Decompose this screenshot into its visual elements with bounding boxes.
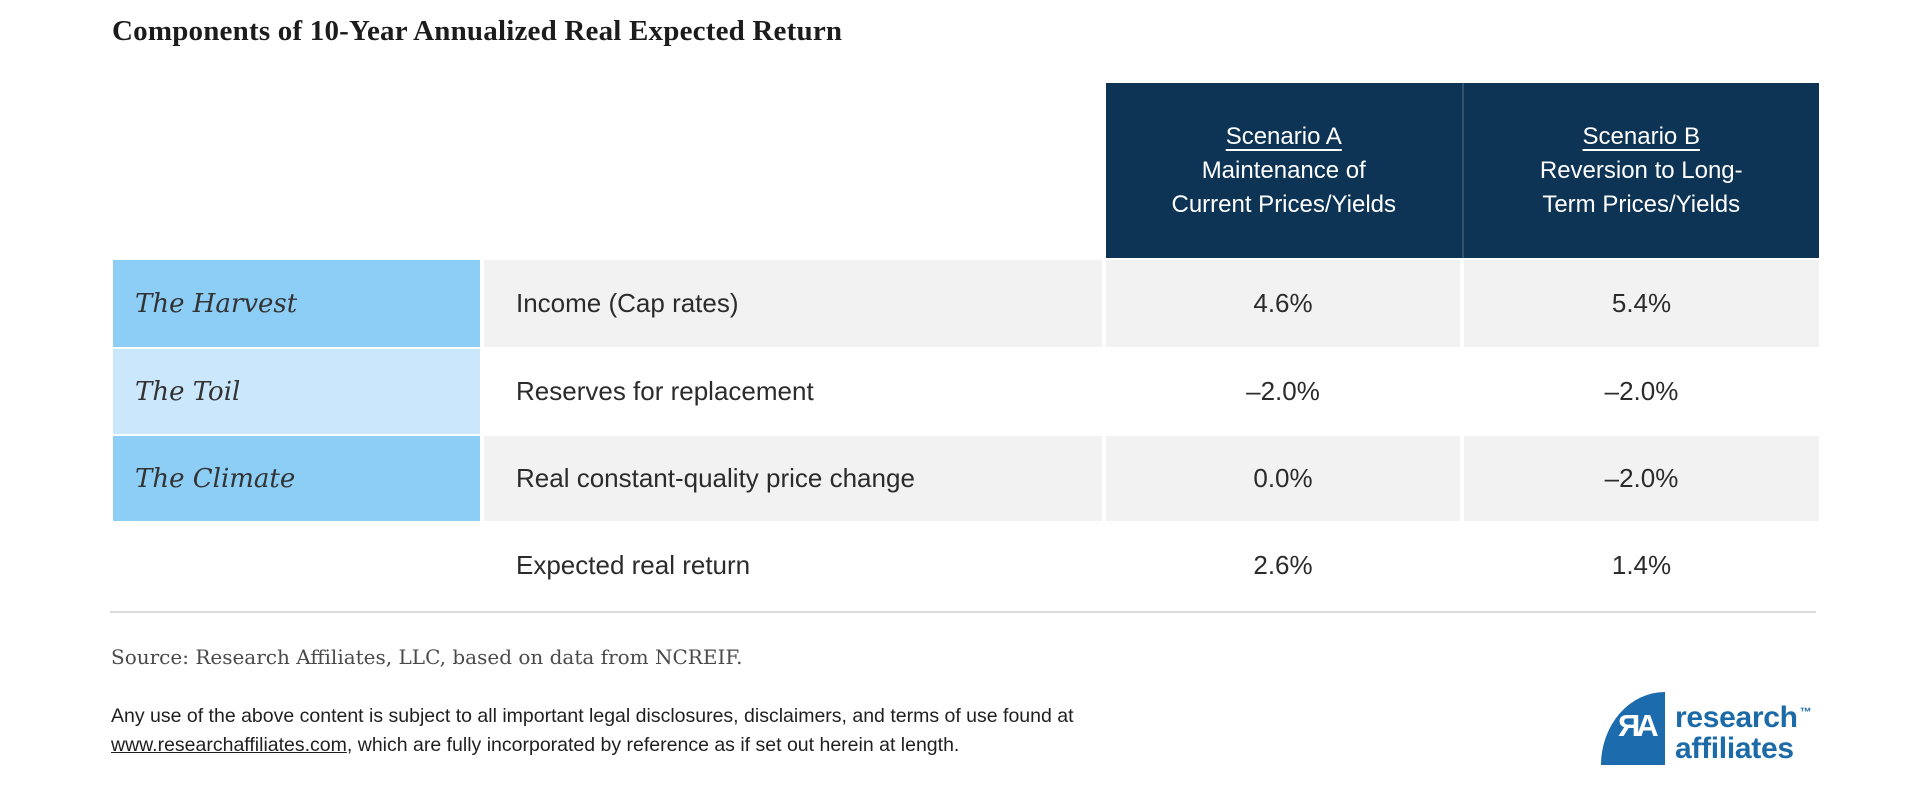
- value-reserves-scenario-a: –2.0%: [1106, 349, 1460, 434]
- value-expected-return-scenario-b: 1.4%: [1464, 523, 1819, 608]
- row-component-expected-return: Expected real return: [484, 523, 1102, 608]
- legal-text-line2: , which are fully incorporated by refere…: [346, 734, 960, 756]
- row-component-reserves: Reserves for replacement: [484, 349, 1102, 434]
- page-title: Components of 10-Year Annualized Real Ex…: [112, 15, 843, 47]
- ra-monogram: ЯA: [1618, 708, 1659, 743]
- scenario-a-subtitle-line1: Maintenance of: [1201, 156, 1366, 184]
- value-reserves-scenario-b: –2.0%: [1464, 349, 1819, 434]
- scenario-b-title: Scenario B: [1582, 122, 1700, 150]
- scenario-b-subtitle-line1: Reversion to Long-: [1539, 156, 1743, 184]
- scenario-a-subtitle-line2: Current Prices/Yields: [1171, 190, 1397, 218]
- value-income-scenario-b: 5.4%: [1464, 260, 1819, 347]
- legal-text-line1: Any use of the above content is subject …: [111, 705, 1074, 727]
- source-note: Source: Research Affiliates, LLC, based …: [111, 645, 743, 669]
- table-header: Scenario A Maintenance of Current Prices…: [1106, 83, 1819, 258]
- value-income-scenario-a: 4.6%: [1106, 260, 1460, 347]
- trademark-symbol: ™: [1799, 705, 1812, 719]
- value-price-change-scenario-a: 0.0%: [1106, 436, 1460, 521]
- value-price-change-scenario-b: –2.0%: [1464, 436, 1819, 521]
- ra-logo-icon: ЯA: [1601, 692, 1665, 765]
- scenario-a-title: Scenario A: [1225, 122, 1342, 150]
- results-table: Scenario A Maintenance of Current Prices…: [113, 83, 1819, 608]
- row-label-climate: The Climate: [113, 436, 480, 521]
- research-affiliates-logo: ЯA research ™ affiliates: [1601, 692, 1812, 765]
- bottom-divider: [110, 611, 1816, 613]
- logo-word-research: research: [1675, 701, 1798, 734]
- logo-word-affiliates: affiliates: [1675, 732, 1794, 765]
- row-component-income: Income (Cap rates): [484, 260, 1102, 347]
- scenario-b-subtitle-line2: Term Prices/Yields: [1542, 190, 1741, 218]
- research-affiliates-link[interactable]: www.researchaffiliates.com: [111, 734, 347, 756]
- legal-disclaimer: Any use of the above content is subject …: [111, 702, 1074, 760]
- row-label-toil: The Toil: [113, 349, 480, 434]
- column-header-scenario-a: Scenario A Maintenance of Current Prices…: [1106, 83, 1464, 258]
- column-header-scenario-b: Scenario B Reversion to Long- Term Price…: [1464, 83, 1820, 258]
- value-expected-return-scenario-a: 2.6%: [1106, 523, 1460, 608]
- row-component-price-change: Real constant-quality price change: [484, 436, 1102, 521]
- row-label-harvest: The Harvest: [113, 260, 480, 347]
- logo-wordmark: research ™ affiliates: [1675, 692, 1812, 765]
- row-label-empty: [113, 523, 480, 608]
